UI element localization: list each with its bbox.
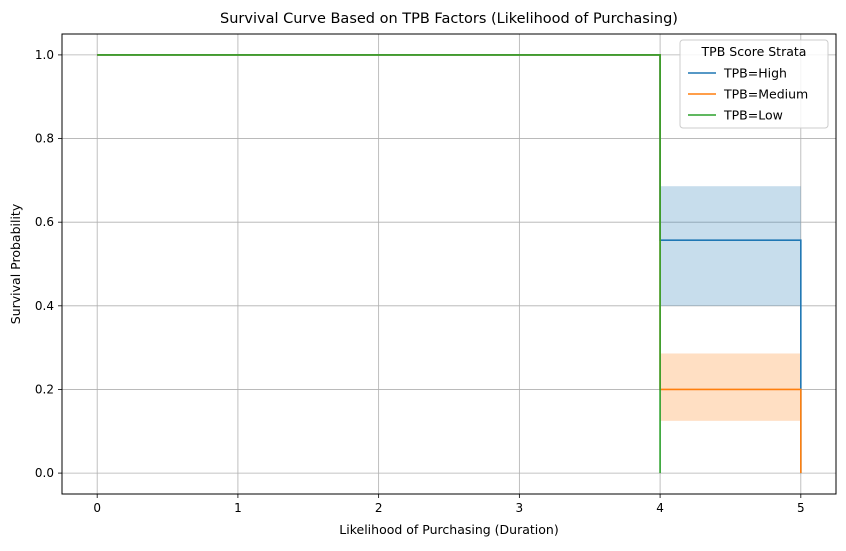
y-tick-label: 1.0 [35, 48, 54, 62]
x-tick-label: 3 [516, 501, 524, 515]
y-tick-label: 0.4 [35, 299, 54, 313]
x-tick-label: 1 [234, 501, 242, 515]
legend-title: TPB Score Strata [701, 44, 807, 59]
series-line-tpb-low [97, 54, 661, 474]
x-tick-label: 5 [797, 501, 805, 515]
grid-lines [62, 34, 836, 494]
confidence-bands [660, 186, 801, 421]
legend-box [679, 39, 829, 129]
plot-frame [61, 33, 837, 495]
legend-items: TPB=High TPB=Medium TPB=Low [688, 66, 808, 123]
y-axis-label: Survival Probability [8, 203, 23, 324]
ci-band-tpb-medium [660, 353, 801, 421]
y-tick-label: 0.8 [35, 132, 54, 146]
survival-lines [97, 54, 802, 474]
x-tick-label: 4 [656, 501, 664, 515]
y-tick-label: 0.6 [35, 215, 54, 229]
legend-label: TPB=Medium [723, 87, 808, 102]
legend: TPB Score Strata TPB=High TPB=Medium TPB=L… [679, 39, 829, 129]
ci-band-tpb-high [660, 186, 801, 306]
y-axis-ticks: 0.0 0.2 0.4 0.6 0.8 1.0 [35, 48, 62, 480]
x-tick-label: 2 [375, 501, 383, 515]
legend-label: TPB=Low [723, 108, 783, 123]
x-axis-label: Likelihood of Purchasing (Duration) [339, 522, 558, 537]
y-tick-label: 0.2 [35, 382, 54, 396]
chart-title: Survival Curve Based on TPB Factors (Lik… [220, 11, 678, 27]
x-tick-label: 0 [93, 501, 101, 515]
y-tick-label: 0.0 [35, 466, 54, 480]
x-axis-ticks: 0 1 2 3 4 5 [93, 494, 805, 515]
legend-label: TPB=High [723, 66, 787, 81]
